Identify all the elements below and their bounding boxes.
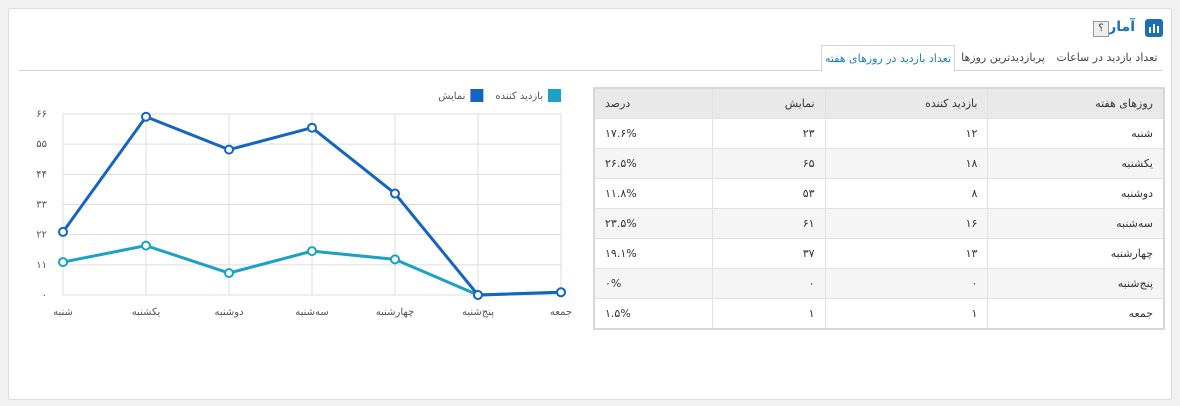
stats-table: روزهای هفته بازدید کننده نمایش درصد شنبه ۱۲ ۲۳…	[593, 87, 1165, 330]
x-tick-label: جمعه	[550, 307, 572, 318]
icon-bars	[1149, 24, 1159, 33]
column-header: بازدید کننده	[824, 87, 989, 119]
table-header: روزهای هفته بازدید کننده نمایش درصد	[593, 87, 1165, 119]
x-tick-label: سه‌شنبه	[295, 307, 329, 318]
table-cell: ۲۶.۵%	[593, 148, 713, 179]
legend-label: بازدید کننده	[495, 91, 543, 102]
table-cell: ۱۸	[824, 148, 989, 179]
data-point	[556, 287, 566, 298]
data-point	[390, 188, 400, 199]
tab[interactable]: پربازدیدترین روزها	[961, 51, 1045, 64]
table-cell: یکشنبه	[987, 148, 1165, 179]
legend-swatch	[548, 89, 561, 102]
x-tick-label: شنبه	[53, 307, 73, 318]
table-cell: ۱۷.۶%	[593, 118, 713, 149]
table-row: دوشنبه ۸ ۵۳ ۱۱.۸%	[593, 178, 1165, 209]
legend-swatch	[470, 89, 484, 102]
data-point	[473, 290, 483, 300]
tab[interactable]: تعداد بازدید در ساعات	[1056, 51, 1158, 64]
tab-divider	[19, 70, 1163, 71]
data-point	[307, 246, 317, 257]
data-point	[224, 268, 234, 279]
chart: ۰ ۱۱ ۲۲ ۳۳ ۴۴ ۵۵ ۶۶ شنبه یکشنبه دوشنبه سه‌شنبه چهار…	[36, 89, 572, 318]
table-cell: ۶۱	[711, 208, 826, 239]
panel-title: آمار	[1108, 19, 1135, 35]
table-cell: دوشنبه	[987, 178, 1165, 209]
table-cell: ۱.۵%	[593, 298, 713, 330]
column-header: روزهای هفته	[987, 87, 1165, 119]
table-cell: ۱۶	[824, 208, 989, 239]
table-row: پنج‌شنبه ۰ ۰ ۰%	[593, 268, 1165, 299]
table-cell: ۱۳	[824, 238, 989, 269]
data-point	[141, 111, 151, 122]
table-cell: چهارشنبه	[987, 238, 1165, 269]
table-cell: ۰	[824, 268, 989, 299]
table-cell: ۱۹.۱%	[593, 238, 713, 269]
table-cell: ۱۲	[824, 118, 989, 149]
tab-active[interactable]: تعداد بازدید در روزهای هفته	[821, 45, 955, 72]
y-tick-label: ۶۶	[36, 109, 47, 120]
stats-icon	[1145, 19, 1163, 37]
table-cell: ۲۳.۵%	[593, 208, 713, 239]
table-row: سه‌شنبه ۱۶ ۶۱ ۲۳.۵%	[593, 208, 1165, 239]
table-cell: شنبه	[987, 118, 1165, 149]
legend-label: نمایش	[438, 91, 465, 102]
table-row: یکشنبه ۱۸ ۶۵ ۲۶.۵%	[593, 148, 1165, 179]
data-point	[58, 257, 68, 268]
x-tick-label: دوشنبه	[214, 307, 243, 318]
table-row: چهارشنبه ۱۳ ۳۷ ۱۹.۱%	[593, 238, 1165, 269]
y-tick-label: ۳۳	[36, 200, 47, 211]
data-point	[307, 122, 317, 133]
help-button[interactable]: ؟	[1093, 21, 1109, 37]
table-cell: پنج‌شنبه	[987, 268, 1165, 299]
stats-panel: آمار ؟ تعداد بازدید در ساعات پربازدیدتری…	[8, 8, 1172, 400]
table-cell: ۶۵	[711, 148, 826, 179]
table-cell: ۸	[824, 178, 989, 209]
table-cell: ۰	[711, 268, 826, 299]
y-tick-label: ۲۲	[36, 230, 47, 241]
x-tick-label: پنج‌شنبه	[462, 307, 494, 318]
y-tick-label: ۴۴	[36, 169, 47, 180]
table-cell: ۰%	[593, 268, 713, 299]
data-point	[58, 226, 68, 237]
table-cell: ۱	[824, 298, 989, 330]
table-cell: سه‌شنبه	[987, 208, 1165, 239]
table-row: جمعه ۱ ۱ ۱.۵%	[593, 298, 1165, 330]
table-cell: جمعه	[987, 298, 1165, 330]
y-tick-label: ۰	[42, 290, 47, 301]
y-tick-label: ۵۵	[36, 139, 47, 150]
data-point	[390, 254, 400, 265]
table-cell: ۱۱.۸%	[593, 178, 713, 209]
table-cell: ۲۳	[711, 118, 826, 149]
table-cell: ۱	[711, 298, 826, 330]
y-tick-label: ۱۱	[36, 260, 47, 271]
data-point	[141, 240, 151, 251]
table-cell: ۳۷	[711, 238, 826, 269]
table-row: شنبه ۱۲ ۲۳ ۱۷.۶%	[593, 118, 1165, 149]
table-cell: ۵۳	[711, 178, 826, 209]
column-header: نمایش	[711, 87, 826, 119]
column-header: درصد	[593, 87, 713, 119]
x-tick-label: یکشنبه	[132, 307, 161, 318]
data-point	[224, 144, 234, 155]
x-tick-label: چهارشنبه	[376, 307, 414, 318]
